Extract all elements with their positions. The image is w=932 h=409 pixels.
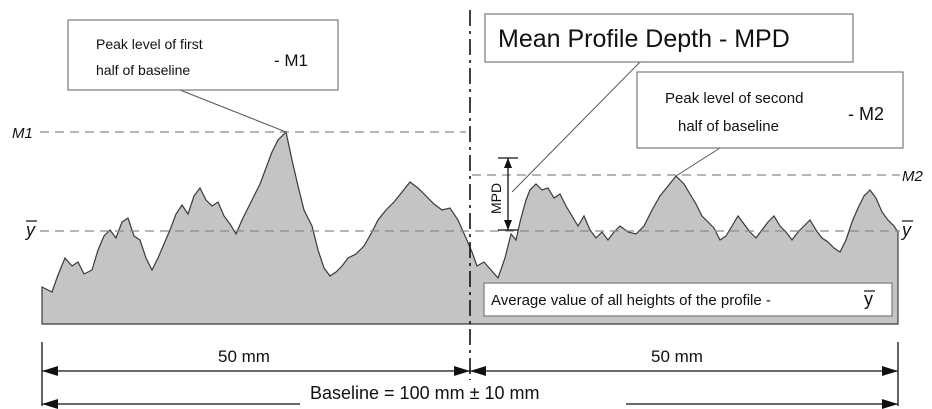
m2-line-label: M2 bbox=[902, 168, 923, 185]
callout-peak-first: Peak level of first half of baseline - M… bbox=[67, 19, 339, 91]
callout-peak-first-suffix: - M1 bbox=[274, 51, 308, 70]
dim-baseline-label: Baseline = 100 mm ± 10 mm bbox=[310, 383, 539, 403]
dim-right-half-arrow-right bbox=[882, 366, 898, 376]
callout-average: Average value of all heights of the prof… bbox=[483, 282, 893, 317]
mpd-vertical-label: MPD bbox=[488, 183, 504, 214]
callout-peak-second: Peak level of second half of baseline - … bbox=[636, 71, 904, 149]
dim-left-half-label: 50 mm bbox=[218, 347, 270, 366]
callout-mpd-title: Mean Profile Depth - MPD bbox=[484, 13, 854, 63]
callout-average-symbol: y bbox=[864, 289, 873, 309]
ybar-right-label: y bbox=[900, 220, 912, 240]
leader-peak-first bbox=[179, 89, 287, 133]
m1-line-label: M1 bbox=[12, 125, 33, 142]
callout-peak-second-line2: half of baseline bbox=[678, 118, 779, 135]
callout-peak-second-line1: Peak level of second bbox=[665, 90, 803, 107]
surface-profile bbox=[41, 130, 899, 325]
mpd-arrow-down bbox=[504, 220, 512, 230]
dim-right-half-arrow-left bbox=[470, 366, 486, 376]
callout-peak-first-line1: Peak level of first bbox=[96, 36, 203, 52]
ybar-left-label: y bbox=[24, 220, 36, 240]
leader-peak-second bbox=[675, 147, 721, 177]
dim-baseline-label-bg bbox=[300, 380, 626, 406]
callout-average-text: Average value of all heights of the prof… bbox=[491, 292, 771, 309]
leader-mpd-title bbox=[511, 61, 641, 193]
mpd-arrow-up bbox=[504, 158, 512, 168]
dim-left-half-arrow-left bbox=[42, 366, 58, 376]
callout-peak-second-suffix: - M2 bbox=[848, 104, 884, 124]
dim-baseline-arrow-right bbox=[882, 399, 898, 409]
mpd-title-text: Mean Profile Depth - MPD bbox=[498, 25, 790, 53]
dim-left-half-arrow-right bbox=[454, 366, 470, 376]
dim-baseline-arrow-left bbox=[42, 399, 58, 409]
callout-peak-first-line2: half of baseline bbox=[96, 62, 190, 78]
dim-right-half-label: 50 mm bbox=[651, 347, 703, 366]
